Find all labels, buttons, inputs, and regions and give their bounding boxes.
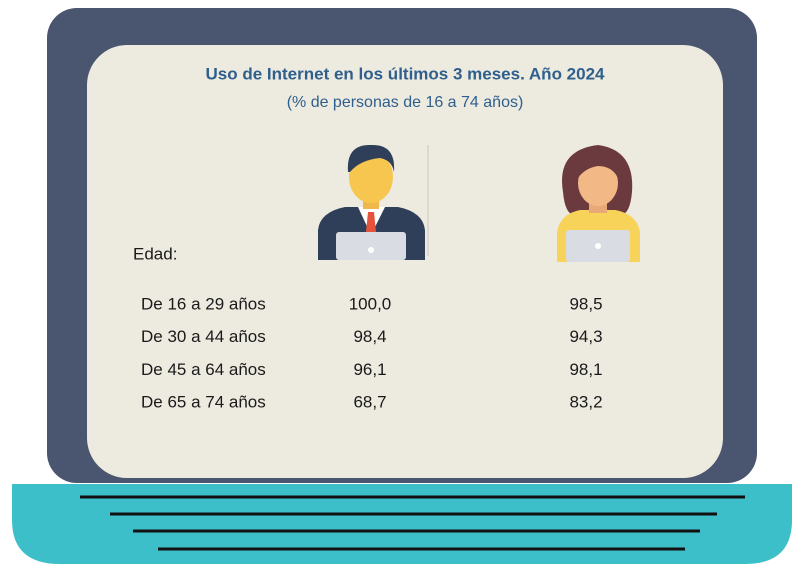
laptop-screen bbox=[87, 45, 723, 478]
base-lines bbox=[80, 495, 745, 551]
subtitle: (% de personas de 16 a 74 años) bbox=[287, 94, 524, 111]
age-group: De 30 a 44 años bbox=[141, 327, 266, 346]
laptop-base bbox=[12, 484, 792, 564]
table: De 16 a 29 años 100,0 98,5 De 30 a 44 años 9… bbox=[141, 294, 603, 411]
women-value: 98,1 bbox=[569, 360, 602, 379]
age-group: De 65 a 74 años bbox=[141, 393, 266, 412]
row-header: Edad: bbox=[133, 244, 177, 263]
men-value: 100,0 bbox=[349, 294, 392, 313]
age-group: De 45 a 64 años bbox=[141, 360, 266, 379]
man-icon bbox=[318, 144, 425, 260]
men-value: 68,7 bbox=[353, 393, 386, 412]
age-group: De 16 a 29 años bbox=[141, 294, 266, 313]
woman-icon bbox=[557, 145, 640, 262]
women-value: 94,3 bbox=[569, 327, 602, 346]
men-value: 96,1 bbox=[353, 360, 386, 379]
women-value: 98,5 bbox=[569, 294, 602, 313]
title: Uso de Internet en los últimos 3 meses. … bbox=[206, 64, 606, 83]
women-value: 83,2 bbox=[569, 393, 602, 412]
men-value: 98,4 bbox=[353, 327, 386, 346]
